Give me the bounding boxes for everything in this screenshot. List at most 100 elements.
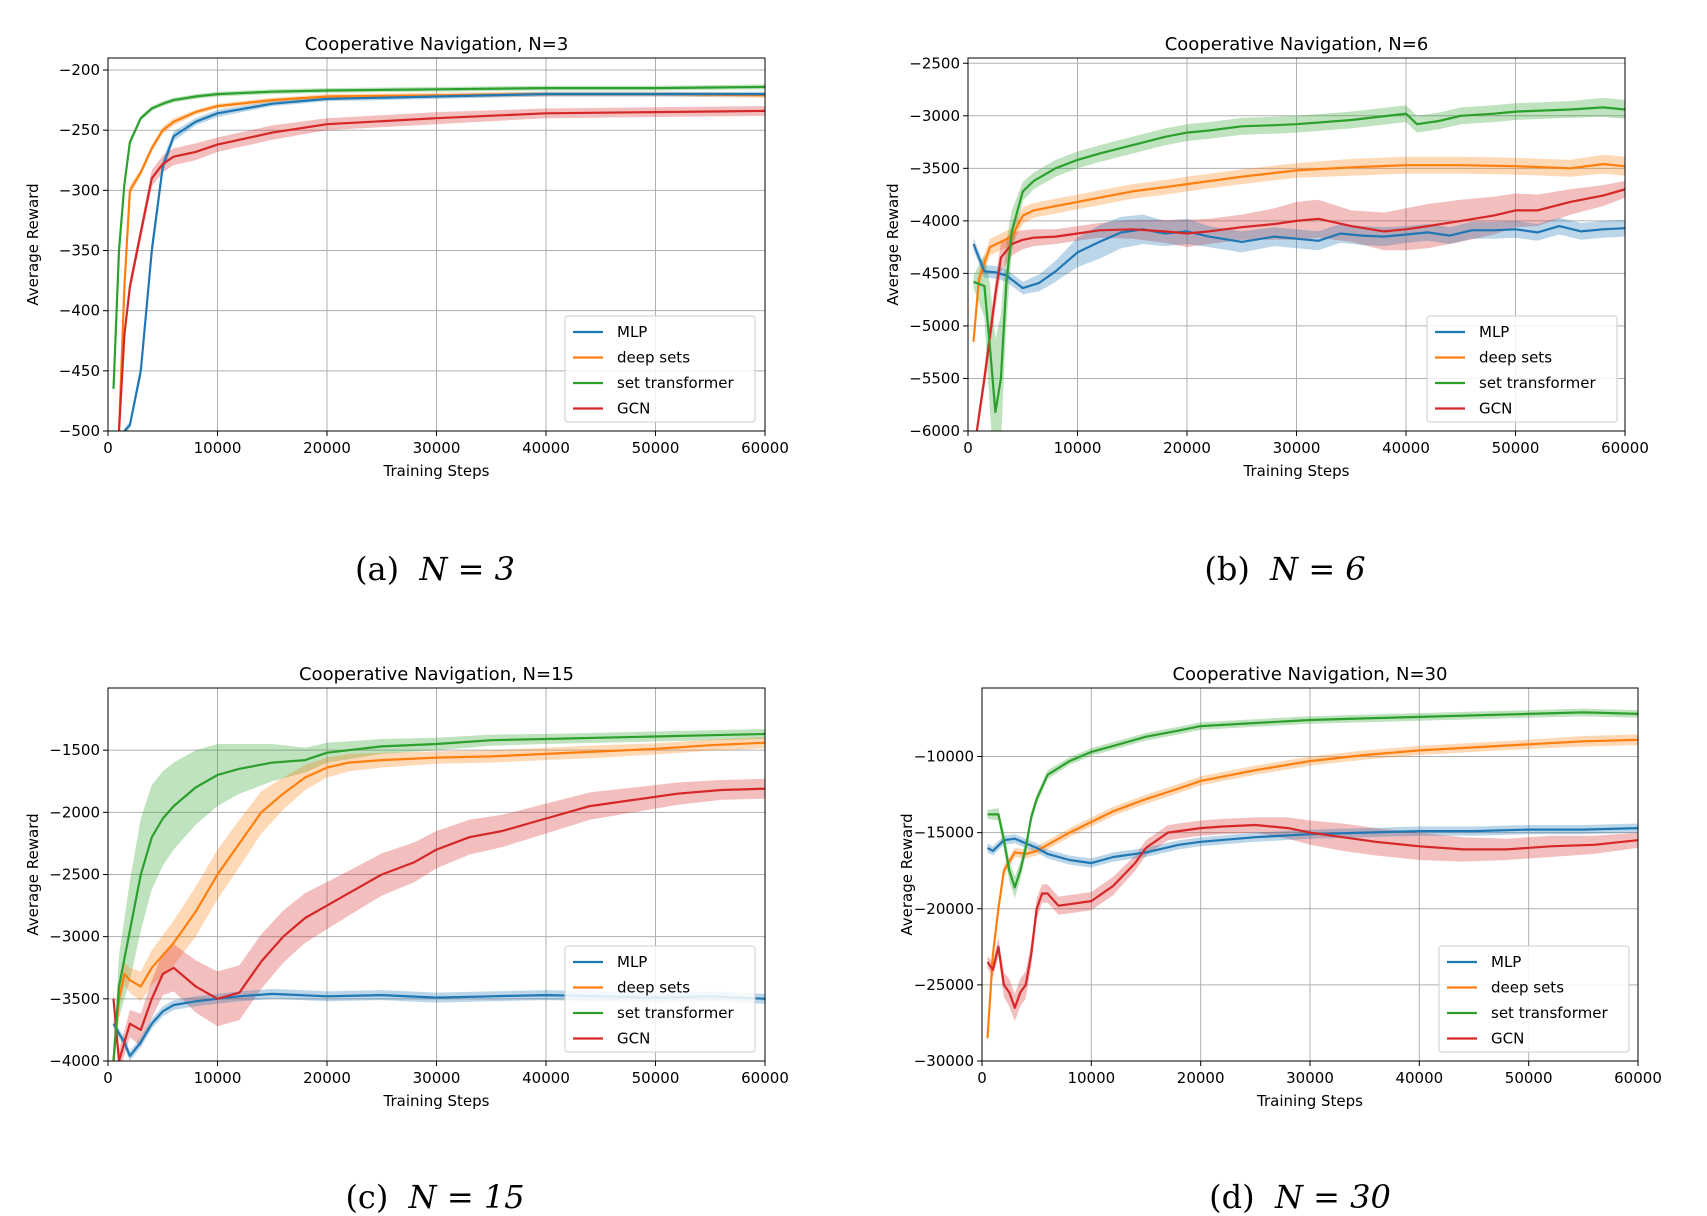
series-line-mlp (972, 225, 1625, 290)
legend-box (564, 945, 756, 1053)
panel-2: 0 10000 20000 30000 40000 50000 60000 −6000 −550… (884, 34, 1649, 480)
y-tick-label: −2500 (909, 54, 960, 72)
x-axis-label: Training Steps (383, 1092, 490, 1110)
x-axis-label: Training Steps (1243, 462, 1350, 480)
band-gcn (113, 778, 765, 1061)
caption-d-prefix: (d) (1209, 1178, 1255, 1216)
y-tick-label: −25000 (914, 976, 974, 994)
legend-label-gcn: GCN (1491, 1030, 1524, 1048)
caption-b-eq: N = 6 (1270, 550, 1366, 588)
x-tick-label: 20000 (303, 1069, 351, 1087)
caption-c-eq: N = 15 (408, 1178, 525, 1216)
x-tick-label: 30000 (413, 439, 461, 457)
caption-a-prefix: (a) (355, 550, 400, 588)
caption-d: (d) N = 30 (1050, 1178, 1550, 1216)
x-tick-label: 30000 (1286, 1069, 1334, 1087)
x-tick-label: 20000 (1177, 1069, 1225, 1087)
x-tick-label: 20000 (303, 439, 351, 457)
legend-label-gcn: GCN (617, 400, 650, 418)
y-tick-label: −300 (59, 181, 100, 199)
legend-label-deep-sets: deep sets (1479, 349, 1552, 367)
y-tick-label: −15000 (914, 824, 974, 842)
legend: MLP deep sets set transformer GCN (564, 315, 756, 423)
series-line-mlp (123, 92, 765, 431)
caption-b: (b) N = 6 (1035, 550, 1535, 588)
chart-title: Cooperative Navigation, N=6 (1165, 34, 1429, 55)
x-tick-label: 40000 (522, 1069, 570, 1087)
y-tick-label: −3500 (909, 159, 960, 177)
y-tick-label: −500 (59, 422, 100, 440)
legend-box (1426, 315, 1618, 423)
plot-area (972, 97, 1625, 431)
y-tick-label: −30000 (914, 1052, 974, 1070)
y-tick-label: −250 (59, 121, 100, 139)
series-line-set-transformer (987, 711, 1638, 889)
x-axis-label: Training Steps (383, 462, 490, 480)
y-axis-label: Average Reward (24, 183, 42, 305)
x-tick-label: 50000 (632, 439, 680, 457)
y-tick-label: −10000 (914, 748, 974, 766)
y-tick-label: −20000 (914, 900, 974, 918)
legend: MLP deep sets set transformer GCN (1438, 945, 1630, 1053)
chart-title: Cooperative Navigation, N=15 (299, 664, 574, 685)
plot-area (986, 708, 1638, 1045)
y-tick-label: −400 (59, 302, 100, 320)
x-tick-label: 30000 (413, 1069, 461, 1087)
x-tick-label: 50000 (632, 1069, 680, 1087)
x-tick-label: 60000 (741, 439, 789, 457)
panel-4: 0 10000 20000 30000 40000 50000 60000 −30000 −25… (898, 664, 1662, 1110)
y-tick-label: −350 (59, 242, 100, 260)
x-tick-label: 10000 (1067, 1069, 1115, 1087)
series-line-gcn (986, 823, 1638, 1009)
x-tick-label: 60000 (741, 1069, 789, 1087)
caption-d-eq: N = 30 (1274, 1178, 1391, 1216)
y-tick-label: −4500 (909, 264, 960, 282)
panel-3: 0 10000 20000 30000 40000 50000 60000 −4000 −350… (24, 664, 789, 1110)
y-tick-label: −2000 (49, 803, 100, 821)
y-tick-label: −5000 (909, 317, 960, 335)
x-tick-label: 0 (103, 439, 113, 457)
y-tick-label: −3000 (909, 107, 960, 125)
x-tick-label: 40000 (1395, 1069, 1443, 1087)
legend-label-set-transformer: set transformer (617, 374, 734, 392)
caption-a-eq: N = 3 (419, 550, 515, 588)
x-tick-label: 10000 (1054, 439, 1102, 457)
x-tick-label: 40000 (522, 439, 570, 457)
caption-b-prefix: (b) (1204, 550, 1250, 588)
y-axis-label: Average Reward (24, 813, 42, 935)
band-mlp (973, 214, 1625, 295)
y-tick-label: −3500 (49, 990, 100, 1008)
x-tick-label: 50000 (1492, 439, 1540, 457)
series-line-deep-sets (986, 738, 1638, 1039)
legend-box (1438, 945, 1630, 1053)
legend-label-set-transformer: set transformer (1479, 374, 1596, 392)
legend-label-set-transformer: set transformer (617, 1004, 734, 1022)
x-tick-label: 10000 (194, 1069, 242, 1087)
y-axis-label: Average Reward (898, 813, 916, 935)
y-tick-label: −1500 (49, 741, 100, 759)
x-tick-label: 0 (103, 1069, 113, 1087)
y-tick-label: −2500 (49, 866, 100, 884)
caption-a: (a) N = 3 (185, 550, 685, 588)
x-tick-label: 0 (977, 1069, 987, 1087)
chart-title: Cooperative Navigation, N=3 (305, 34, 569, 55)
y-axis-label: Average Reward (884, 183, 902, 305)
series-line-gcn (112, 787, 765, 1061)
x-tick-label: 10000 (194, 439, 242, 457)
legend-label-deep-sets: deep sets (1491, 979, 1564, 997)
series-line-set-transformer (973, 106, 1625, 414)
y-tick-label: −450 (59, 362, 100, 380)
y-tick-label: −4000 (909, 212, 960, 230)
legend-label-mlp: MLP (617, 953, 647, 971)
legend-label-mlp: MLP (1491, 953, 1521, 971)
legend-label-gcn: GCN (1479, 400, 1512, 418)
legend-label-gcn: GCN (617, 1030, 650, 1048)
y-tick-label: −6000 (909, 422, 960, 440)
series-line-mlp (986, 827, 1638, 865)
series-line-gcn (117, 109, 765, 431)
band-deep-sets (973, 154, 1625, 348)
x-axis-label: Training Steps (1256, 1092, 1363, 1110)
caption-c-prefix: (c) (345, 1178, 389, 1216)
band-set-transformer (987, 708, 1638, 899)
